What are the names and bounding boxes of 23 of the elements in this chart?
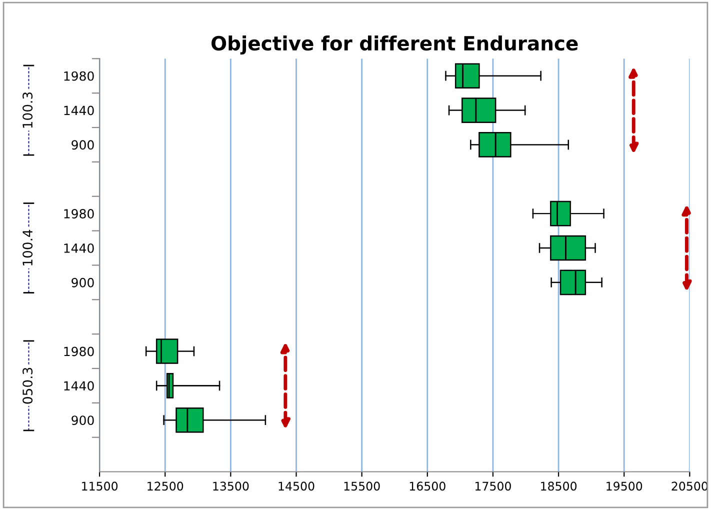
- text: 100.3: [22, 92, 33, 128]
- x-tick-label: 20500: [672, 482, 708, 491]
- x-tick-label: 18500: [541, 482, 577, 491]
- x-tick-label: 13500: [213, 482, 249, 491]
- y-tick-label: 1980: [64, 209, 94, 218]
- x-tick-label: 14500: [278, 482, 314, 491]
- y-tick-label: 1440: [64, 243, 94, 253]
- text: 050.3: [22, 368, 33, 404]
- y-tick-label: 900: [72, 416, 94, 426]
- y-tick-label: 1980: [64, 71, 94, 81]
- x-tick-label: 16500: [410, 482, 446, 491]
- y-tick-label: 1980: [64, 346, 94, 356]
- chart-title: Objective for different Endurance: [212, 36, 578, 55]
- x-tick-label: 15500: [344, 482, 380, 491]
- y-tick-label: 1440: [64, 106, 94, 116]
- x-tick-label: 11500: [82, 482, 118, 491]
- y-tick-label: 900: [72, 140, 94, 150]
- x-tick-label: 12500: [148, 482, 184, 491]
- y-tick-label: 900: [72, 278, 94, 288]
- y-tick-label: 1440: [64, 381, 94, 391]
- text: 100.4: [22, 230, 33, 266]
- x-tick-label: 17500: [475, 482, 511, 491]
- x-tick-label: 19500: [606, 482, 642, 491]
